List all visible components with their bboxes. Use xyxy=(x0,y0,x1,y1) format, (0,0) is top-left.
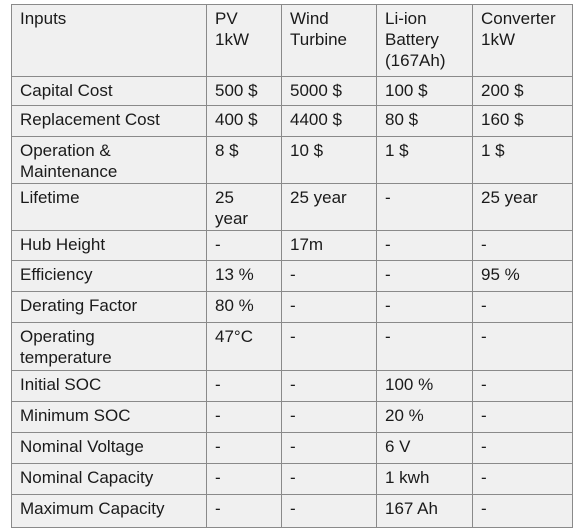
table-row: Operating temperature 47°C - - - xyxy=(11,322,573,371)
cell: Efficiency xyxy=(11,260,207,292)
table-row: Derating Factor 80 % - - - xyxy=(11,291,573,323)
cell: 200 $ xyxy=(472,76,573,106)
cell: 8 $ xyxy=(206,136,282,184)
header-cell: PV 1kW xyxy=(206,4,282,77)
cell: 1 $ xyxy=(472,136,573,184)
table-row: Nominal Capacity - -1 kwh - xyxy=(11,463,573,495)
cell: 167 Ah xyxy=(376,494,473,528)
cell: 500 $ xyxy=(206,76,282,106)
cell: Nominal Voltage xyxy=(11,432,207,464)
cell: - xyxy=(376,260,473,292)
table-row: Hub Height -17m - - xyxy=(11,230,573,261)
table-row: Minimum SOC - -20 % - xyxy=(11,401,573,433)
cell: 1 $ xyxy=(376,136,473,184)
cell: Nominal Capacity xyxy=(11,463,207,495)
cell: 10 $ xyxy=(281,136,377,184)
cell: 1 kwh xyxy=(376,463,473,495)
cell: Maximum Capacity xyxy=(11,494,207,528)
cell: 95 % xyxy=(472,260,573,292)
table-row: Replacement Cost 400 $4400 $80 $160 $ xyxy=(11,105,573,137)
table: Inputs PV 1kW Wind Turbine Li-ion Battery (… xyxy=(11,4,573,528)
cell: 6 V xyxy=(376,432,473,464)
cell: - xyxy=(376,183,473,231)
table-row: Nominal Voltage - -6 V- xyxy=(11,432,573,464)
table-row: Lifetime 25 year 25 year -25 year xyxy=(11,183,573,231)
cell: - xyxy=(472,432,573,464)
cell: - xyxy=(281,291,377,323)
cell: - xyxy=(472,230,573,261)
cell: - xyxy=(281,322,377,371)
table-row: Maximum Capacity - -167 Ah - xyxy=(11,494,573,528)
cell: Hub Height xyxy=(11,230,207,261)
header-row: Inputs PV 1kW Wind Turbine Li-ion Battery (… xyxy=(11,4,573,77)
cell: Minimum SOC xyxy=(11,401,207,433)
cell: 25 year xyxy=(206,183,282,231)
cell: 80 % xyxy=(206,291,282,323)
table-row: Initial SOC - -100 % - xyxy=(11,370,573,402)
cell: - xyxy=(281,401,377,433)
cell: Operating temperature xyxy=(11,322,207,371)
cell: - xyxy=(281,494,377,528)
cell: 17m xyxy=(281,230,377,261)
cell: 160 $ xyxy=(472,105,573,137)
table-row: Efficiency 13 % - -95 % xyxy=(11,260,573,292)
cell: 400 $ xyxy=(206,105,282,137)
cell: - xyxy=(472,322,573,371)
cell: Capital Cost xyxy=(11,76,207,106)
cell: - xyxy=(206,401,282,433)
cell: Initial SOC xyxy=(11,370,207,402)
cell: - xyxy=(376,291,473,323)
cell: - xyxy=(281,370,377,402)
cell: Lifetime xyxy=(11,183,207,231)
cell: - xyxy=(376,322,473,371)
cell: 25 year xyxy=(281,183,377,231)
cell: 100 % xyxy=(376,370,473,402)
header-cell: Li-ion Battery (167Ah) xyxy=(376,4,473,77)
cell: 20 % xyxy=(376,401,473,433)
cell: - xyxy=(472,370,573,402)
header-cell: Wind Turbine xyxy=(281,4,377,77)
cell: - xyxy=(281,463,377,495)
cell: 13 % xyxy=(206,260,282,292)
cell: - xyxy=(376,230,473,261)
cell: - xyxy=(206,432,282,464)
cell: 5000 $ xyxy=(281,76,377,106)
table-container: Inputs PV 1kW Wind Turbine Li-ion Battery (… xyxy=(11,4,573,528)
cell: 80 $ xyxy=(376,105,473,137)
cell: 25 year xyxy=(472,183,573,231)
cell: - xyxy=(206,494,282,528)
table-row: Operation & Maintenance 8 $10 $1 $1 $ xyxy=(11,136,573,184)
cell: - xyxy=(472,494,573,528)
header-cell: Converter 1kW xyxy=(472,4,573,77)
cell: 100 $ xyxy=(376,76,473,106)
cell: - xyxy=(472,291,573,323)
cell: 47°C xyxy=(206,322,282,371)
header-cell: Inputs xyxy=(11,4,207,77)
table-row: Capital Cost 500 $5000 $100 $200 $ xyxy=(11,76,573,106)
cell: Operation & Maintenance xyxy=(11,136,207,184)
cell: - xyxy=(206,230,282,261)
cell: Derating Factor xyxy=(11,291,207,323)
cell: - xyxy=(206,370,282,402)
cell: - xyxy=(206,463,282,495)
cell: - xyxy=(472,401,573,433)
cell: Replacement Cost xyxy=(11,105,207,137)
cell: 4400 $ xyxy=(281,105,377,137)
cell: - xyxy=(281,260,377,292)
cell: - xyxy=(472,463,573,495)
cell: - xyxy=(281,432,377,464)
